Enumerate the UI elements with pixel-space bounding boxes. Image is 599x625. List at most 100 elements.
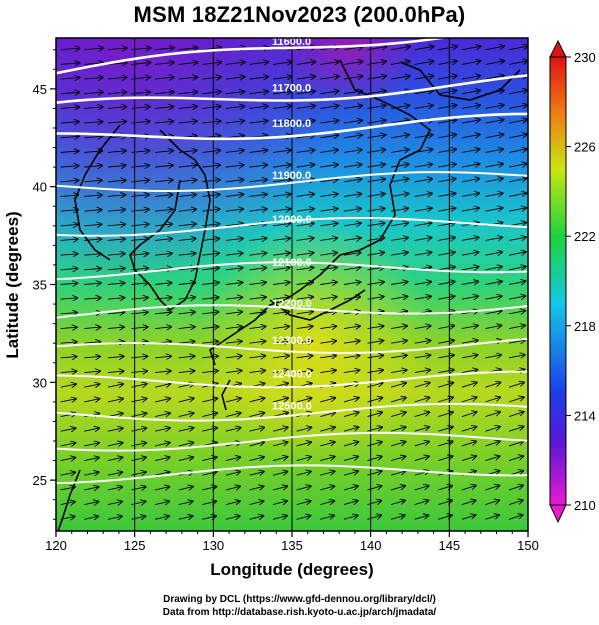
wind-arrow [320,150,338,153]
wind-arrow [225,77,245,79]
wind-arrow [84,195,101,197]
wind-arrow [485,355,502,358]
wind-arrow [249,312,266,314]
wind-arrow [60,63,80,65]
wind-arrow [461,486,476,491]
wind-arrow [367,412,383,417]
contour-line [56,74,528,104]
wind-arrow [391,194,408,197]
wind-arrow [249,457,264,461]
x-tick-label: 130 [202,538,224,553]
wind-arrow [84,63,103,65]
wind-arrow [461,120,480,123]
wind-arrow [296,194,314,196]
wind-arrow [438,149,456,152]
wind-arrow [367,486,382,491]
wind-arrow [178,341,195,343]
wind-arrow [438,120,456,123]
wind-arrow [155,106,173,108]
wind-arrow [107,298,124,300]
wind-arrow [225,501,240,504]
wind-arrow [343,91,362,94]
colorbar-tick-label: 230 [574,50,596,65]
wind-arrow [273,427,288,432]
wind-arrow [107,356,124,357]
wind-arrow [390,398,406,403]
wind-arrow [155,312,171,314]
wind-arrow [461,456,476,462]
colorbar-tick-label: 218 [574,319,596,334]
wind-arrow [131,501,146,504]
wind-arrow [225,165,244,167]
wind-arrow [249,516,264,520]
colorbar-tick-label: 214 [574,408,596,423]
wind-arrow [367,515,382,520]
wind-arrow [296,91,315,94]
wind-arrow [84,166,102,168]
wind-arrow [343,223,361,226]
wind-arrow [178,442,194,445]
wind-arrow [367,456,382,462]
contour-line [56,370,528,389]
wind-arrow [60,239,78,240]
wind-arrow [273,91,291,94]
wind-arrow [273,209,290,211]
wind-arrow [296,516,311,520]
wind-arrow [107,254,125,256]
grid-lines [134,38,450,531]
wind-arrow [225,194,243,196]
wind-arrow [249,238,267,240]
wind-arrow [249,501,264,505]
wind-arrow [391,149,409,152]
colorbar-top-triangle [549,39,567,58]
wind-arrow [84,136,102,138]
wind-arrow [296,398,312,403]
wind-arrow [343,253,361,256]
wind-arrow [296,253,314,255]
wind-arrow [438,486,452,491]
wind-arrow [60,151,79,152]
wind-arrow [320,457,334,462]
wind-arrow [131,384,147,387]
wind-arrow [414,208,432,211]
wind-arrow [202,312,218,314]
wind-arrow [461,90,480,93]
wind-arrow [249,282,266,284]
wind-arrow [202,150,220,152]
wind-arrow [155,457,169,460]
wind-arrow [107,180,126,182]
wind-arrow [202,457,216,460]
wind-arrow [273,341,289,343]
wind-arrow [320,91,338,94]
wind-arrow [296,62,316,65]
wind-arrow [202,283,218,285]
wind-arrow [273,121,291,123]
wind-arrow [296,76,316,79]
wind-arrow [202,77,221,79]
wind-arrow [131,472,146,475]
wind-arrow [273,165,291,167]
wind-arrow [178,180,197,182]
wind-arrow [391,341,407,344]
wind-arrow [155,413,170,416]
wind-arrow [84,151,102,153]
x-tick-label: 120 [45,538,67,553]
wind-arrow [107,151,126,153]
wind-arrow [84,356,100,357]
wind-arrow [485,267,502,270]
wind-arrow [273,326,289,328]
wind-arrow [60,371,77,372]
wind-arrow [202,238,219,240]
wind-arrow [225,428,241,432]
wind-arrow [438,340,454,343]
wind-arrow [225,282,242,284]
wind-arrow [461,105,480,108]
wind-arrow [273,238,290,240]
wind-arrow [202,297,218,299]
wind-arrow [414,370,430,373]
wind-arrow [438,383,453,388]
wind-arrow [60,78,80,80]
wind-arrow [178,327,195,329]
wind-arrow [131,443,147,446]
wind-arrow [107,312,124,314]
